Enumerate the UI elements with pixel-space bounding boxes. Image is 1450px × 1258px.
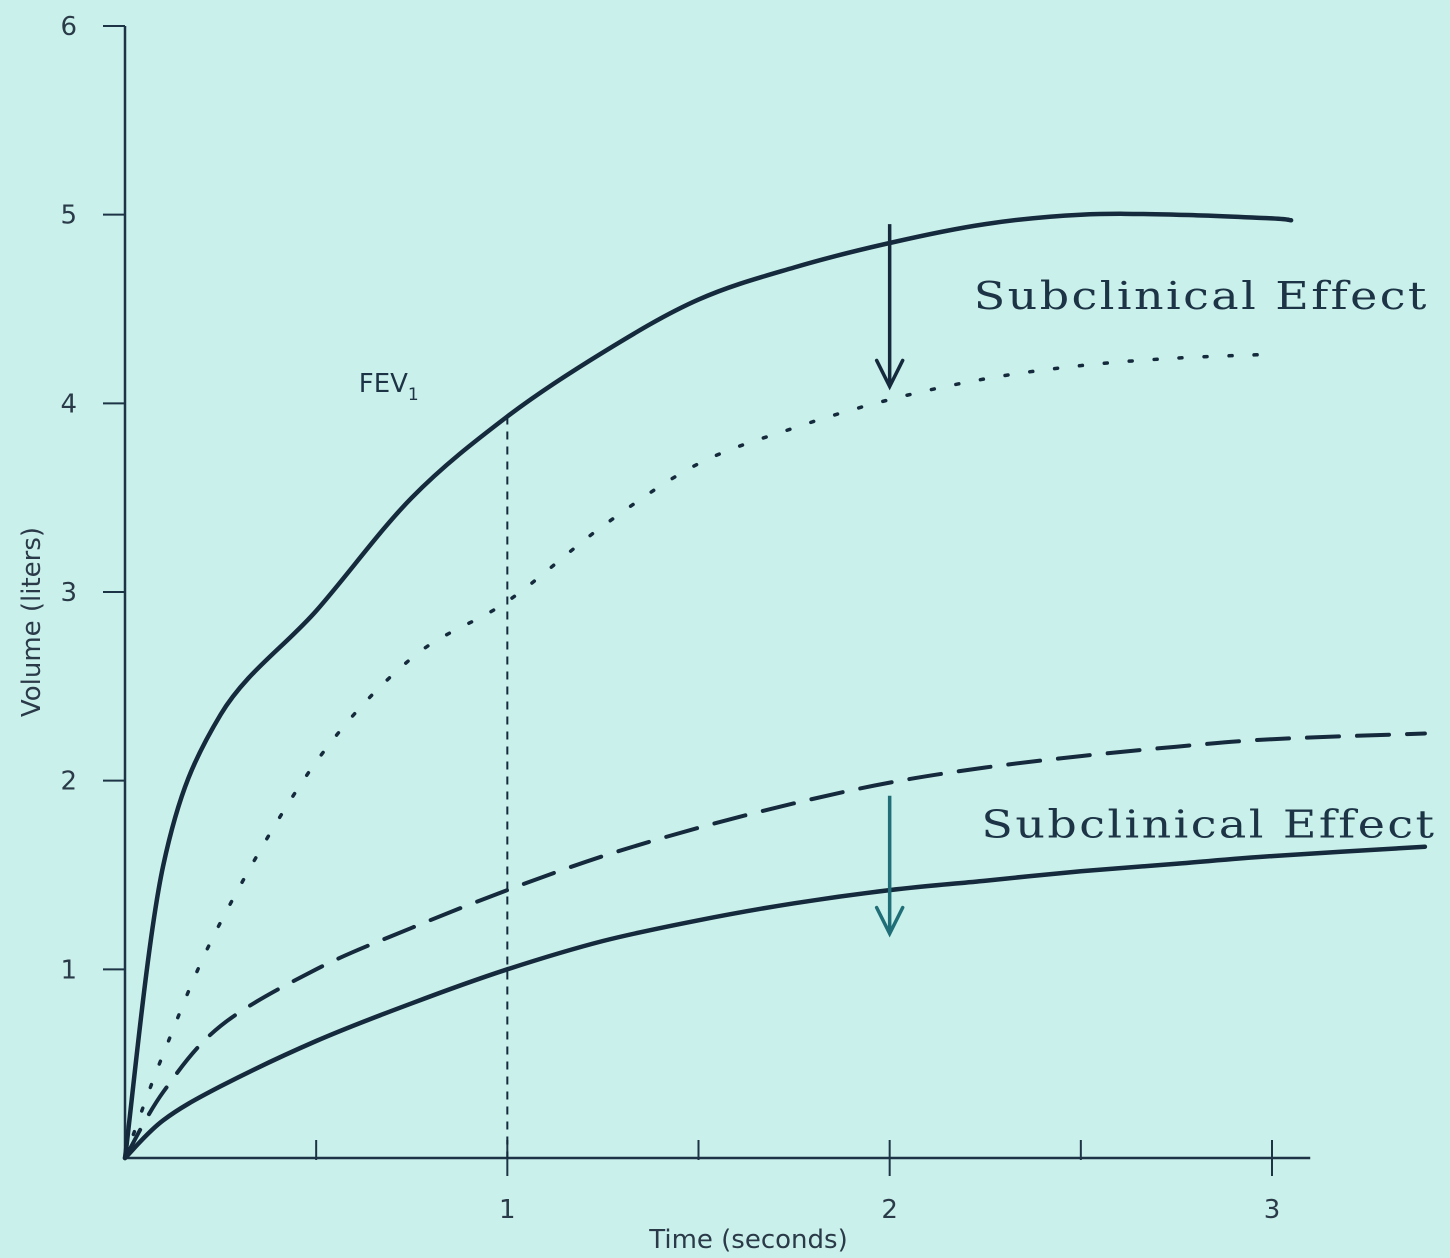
axes: 1 2 3 1 2 3 4 5 6 bbox=[60, 12, 1311, 1225]
y-tick-label: 2 bbox=[60, 767, 77, 797]
y-tick-label: 6 bbox=[60, 12, 77, 42]
series-line-4-solid bbox=[122, 844, 1428, 1161]
effect-arrow-2 bbox=[874, 795, 905, 938]
subclinical-effect-label-2: Subclinical Effect bbox=[981, 802, 1436, 846]
effect-arrow-1 bbox=[874, 224, 905, 391]
fev1-label: FEV1 bbox=[359, 369, 419, 405]
y-axis-label: Volume (liters) bbox=[17, 527, 47, 717]
series-line-1-solid bbox=[122, 211, 1294, 1161]
label-layer: Time (seconds) Volume (liters) FEV1 Subcl… bbox=[17, 274, 1436, 1255]
x-axis-label: Time (seconds) bbox=[648, 1225, 847, 1255]
arrow-head bbox=[874, 358, 905, 391]
x-tick-label: 1 bbox=[499, 1195, 516, 1225]
series-line-2-dotted bbox=[123, 352, 1274, 1160]
series-line-3-dashed bbox=[123, 731, 1427, 1160]
arrow-head bbox=[874, 905, 905, 938]
x-tick-label: 2 bbox=[881, 1195, 898, 1225]
y-tick-label: 5 bbox=[60, 201, 77, 231]
x-tick-label: 3 bbox=[1264, 1195, 1281, 1225]
series-layer bbox=[122, 211, 1428, 1161]
fev1-subscript: 1 bbox=[408, 385, 419, 405]
subclinical-effect-label-1: Subclinical Effect bbox=[974, 274, 1429, 318]
y-tick-label: 3 bbox=[60, 578, 77, 608]
arrow-layer bbox=[874, 224, 905, 938]
y-tick-label: 4 bbox=[60, 389, 77, 419]
y-tick-label: 1 bbox=[60, 955, 77, 985]
